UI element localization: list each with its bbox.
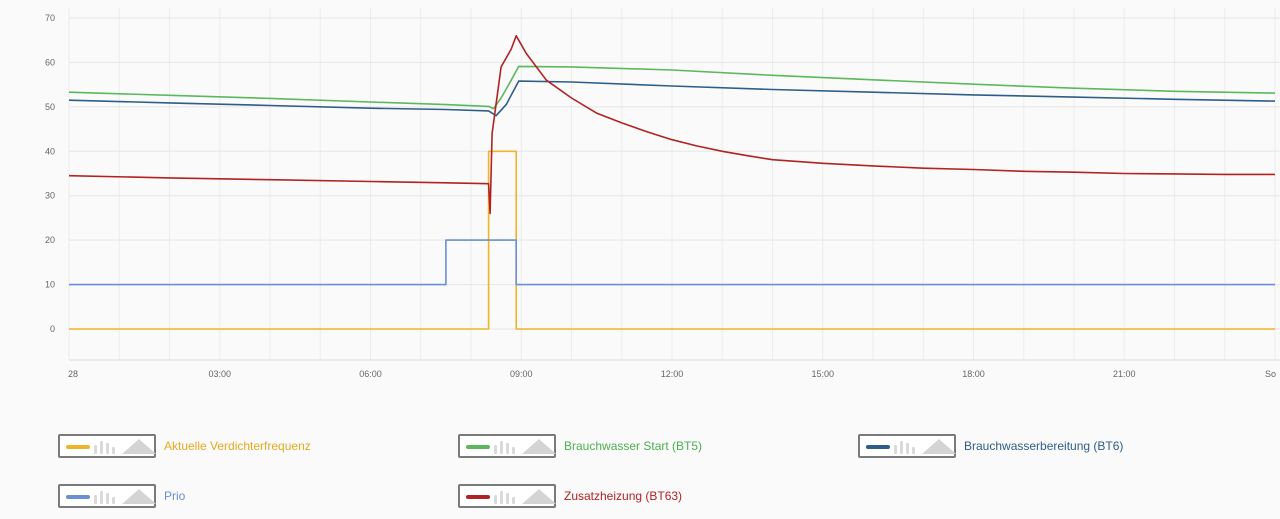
- line-swatch-icon: [66, 445, 90, 449]
- y-tick-label: 60: [45, 57, 55, 67]
- x-tick-label: 03:00: [208, 369, 231, 379]
- legend-item-prio[interactable]: Prio: [58, 484, 185, 508]
- bar-chart-icon: [894, 440, 920, 454]
- bar-chart-icon: [94, 440, 120, 454]
- y-tick-label: 30: [45, 191, 55, 201]
- x-tick-label: 09:00: [510, 369, 533, 379]
- series-line-brauchwasserbereitung-bt6: [68, 80, 1276, 117]
- x-axis: 28 03:00 06:00 09:00 12:00 15:00 18:00 21:00 So: [68, 369, 1276, 379]
- line-swatch-icon: [866, 445, 890, 449]
- area-chart-icon: [522, 439, 556, 454]
- series-toggle[interactable]: [458, 484, 556, 508]
- chart-series: [68, 35, 1276, 330]
- x-tick-label: 28: [68, 369, 78, 379]
- series-line-prio: [69, 239, 1275, 286]
- bar-chart-icon: [494, 440, 520, 454]
- line-swatch-icon: [466, 495, 490, 499]
- x-tick-label: So: [1265, 369, 1276, 379]
- y-tick-label: 10: [45, 280, 55, 290]
- series-toggle[interactable]: [458, 434, 556, 458]
- y-axis: 0 10 20 30 40 50 60 70: [45, 13, 55, 334]
- series-line-zusatzheizung-bt63: [68, 35, 1275, 215]
- plot-area: [69, 8, 1280, 360]
- legend-item-verdichterfrequenz[interactable]: Aktuelle Verdichterfrequenz: [58, 434, 311, 458]
- legend-item-brauchwasser-start[interactable]: Brauchwasser Start (BT5): [458, 434, 702, 458]
- x-tick-label: 18:00: [962, 369, 985, 379]
- chart-grid: [68, 8, 1280, 361]
- line-swatch-icon: [66, 495, 90, 499]
- area-chart-icon: [122, 439, 156, 454]
- area-chart-icon: [122, 489, 156, 504]
- area-chart-icon: [922, 439, 956, 454]
- chart-legend: Aktuelle Verdichterfrequenz Brauchwasser…: [0, 428, 1280, 519]
- bar-chart-icon: [494, 490, 520, 504]
- legend-item-zusatzheizung[interactable]: Zusatzheizung (BT63): [458, 484, 682, 508]
- legend-label: Brauchwasser Start (BT5): [564, 439, 703, 453]
- series-toggle[interactable]: [858, 434, 956, 458]
- y-tick-label: 50: [45, 102, 55, 112]
- series-line-aktuelle-verdichterfrequenz: [69, 150, 1275, 330]
- x-tick-label: 12:00: [661, 369, 684, 379]
- y-tick-label: 20: [45, 235, 55, 245]
- y-tick-label: 0: [50, 324, 55, 334]
- x-tick-label: 21:00: [1113, 369, 1136, 379]
- series-line-brauchwasser-start-bt5: [68, 65, 1276, 110]
- legend-label: Zusatzheizung (BT63): [564, 489, 683, 503]
- bar-chart-icon: [94, 490, 120, 504]
- y-tick-label: 40: [45, 146, 55, 156]
- legend-item-brauchwasserbereitung[interactable]: Brauchwasserbereitung (BT6): [858, 434, 1123, 458]
- line-chart: 0 10 20 30 40 50 60 70 28 03:00 06:00 09:00 12:00 15…: [45, 8, 1280, 379]
- legend-label: Aktuelle Verdichterfrequenz: [164, 439, 311, 453]
- area-chart-icon: [522, 489, 556, 504]
- x-tick-label: 06:00: [359, 369, 382, 379]
- y-tick-label: 70: [45, 13, 55, 23]
- legend-label: Brauchwasserbereitung (BT6): [964, 439, 1124, 453]
- x-tick-label: 15:00: [811, 369, 834, 379]
- line-swatch-icon: [466, 445, 490, 449]
- series-toggle[interactable]: [58, 484, 156, 508]
- series-toggle[interactable]: [58, 434, 156, 458]
- legend-label: Prio: [164, 489, 186, 503]
